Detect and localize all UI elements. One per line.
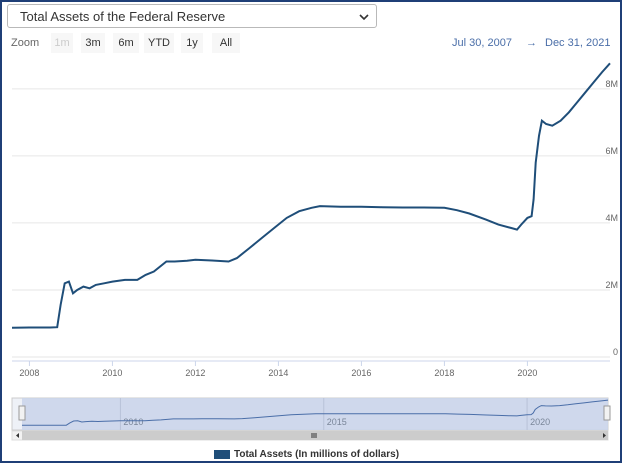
x-tick-label: 2020 [517, 368, 537, 378]
y-axis: 0 2M 4M 6M 8M [605, 79, 618, 357]
legend-item[interactable]: Total Assets (In millions of dollars) [214, 449, 399, 460]
navigator-tick-label: 2020 [530, 417, 550, 427]
x-tick-label: 2010 [102, 368, 122, 378]
x-tick-label: 2016 [351, 368, 371, 378]
navigator-left-handle[interactable] [18, 405, 26, 421]
x-tick-label: 2014 [268, 368, 288, 378]
range-to-input[interactable]: Dec 31, 2021 [545, 37, 611, 49]
y-tick-label: 8M [605, 79, 618, 89]
y-tick-label: 4M [605, 213, 618, 223]
y-tick-label: 2M [605, 280, 618, 290]
scroll-left-arrow-icon[interactable] [16, 433, 19, 438]
zoom-3m-button[interactable]: 3m [81, 33, 105, 53]
chevron-down-icon [358, 5, 370, 29]
scrollbar-grip-icon [311, 433, 317, 438]
navigator-right-handle[interactable] [603, 405, 611, 421]
dataset-select[interactable]: Total Assets of the Federal Reserve [7, 4, 377, 28]
x-tick-label: 2008 [19, 368, 39, 378]
zoom-ytd-button[interactable]: YTD [144, 33, 174, 53]
navigator[interactable]: 2010 2015 2020 [11, 397, 611, 431]
x-tick-label: 2012 [185, 368, 205, 378]
zoom-label: Zoom [11, 37, 40, 49]
y-tick-label: 6M [605, 146, 618, 156]
legend-symbol [214, 450, 230, 459]
scroll-right-arrow-icon[interactable] [603, 433, 606, 438]
zoom-all-button[interactable]: All [212, 33, 240, 53]
navigator-series-line [22, 399, 609, 426]
navigator-tick-label: 2015 [327, 417, 347, 427]
scrollbar-thumb[interactable] [22, 431, 608, 440]
zoom-6m-button[interactable]: 6m [113, 33, 139, 53]
zoom-1y-button[interactable]: 1y [181, 33, 203, 53]
y-tick-label: 0 [613, 347, 618, 357]
series-line-total-assets [11, 62, 611, 329]
grid [12, 88, 610, 358]
x-axis: 2008 2010 2012 2014 2016 2018 2020 [12, 360, 610, 378]
zoom-1m-button[interactable]: 1m [51, 33, 73, 53]
range-separator: → [526, 37, 537, 49]
legend-label: Total Assets (In millions of dollars) [234, 449, 400, 460]
navigator-tick-label: 2010 [123, 417, 143, 427]
x-tick-label: 2018 [434, 368, 454, 378]
scrollbar[interactable] [11, 430, 609, 441]
dataset-select-label: Total Assets of the Federal Reserve [20, 9, 226, 24]
range-from-input[interactable]: Jul 30, 2007 [452, 37, 512, 49]
